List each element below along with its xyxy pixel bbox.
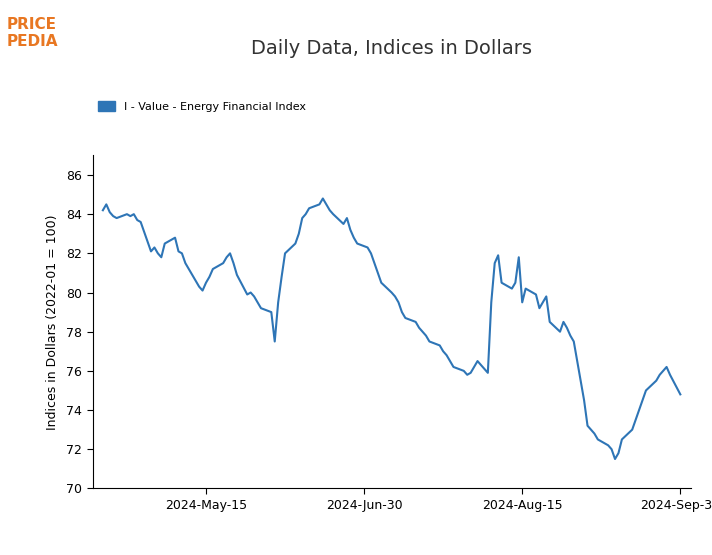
Legend: I - Value - Energy Financial Index: I - Value - Energy Financial Index (98, 101, 305, 112)
Y-axis label: Indices in Dollars (2022-01 = 100): Indices in Dollars (2022-01 = 100) (46, 214, 59, 430)
Text: PRICE
PEDIA: PRICE PEDIA (7, 17, 58, 49)
Text: Daily Data, Indices in Dollars: Daily Data, Indices in Dollars (251, 39, 532, 58)
